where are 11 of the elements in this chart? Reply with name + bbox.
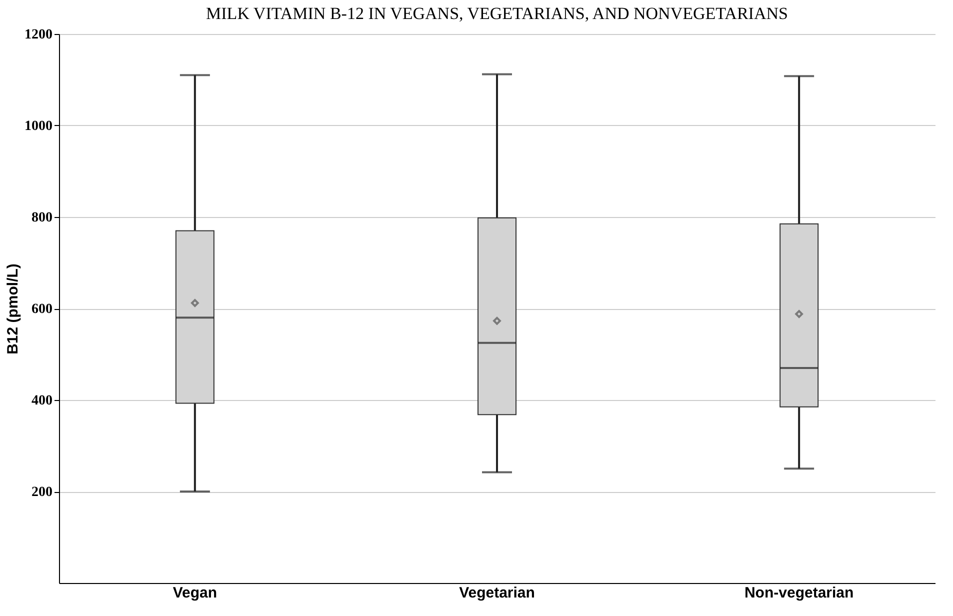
y-tick-label: 400 [32, 394, 52, 408]
y-tick-label: 800 [32, 210, 52, 226]
x-tick-label: Vegetarian [459, 584, 535, 602]
x-tick-label: Vegan [172, 584, 218, 602]
y-tick-label: 1000 [24, 119, 52, 134]
y-tick-label: 200 [32, 485, 52, 500]
chart-title: MILK VITAMIN B-12 IN VEGANS, VEGETARIANS, AND NONVEGETARIANS [206, 4, 788, 23]
x-tick-label: Non-vegetarian [744, 584, 854, 602]
y-tick-label: 1200 [24, 28, 52, 42]
y-axis-title: B12 (pmol/L) [4, 264, 22, 354]
y-tick-label: 600 [32, 302, 52, 317]
